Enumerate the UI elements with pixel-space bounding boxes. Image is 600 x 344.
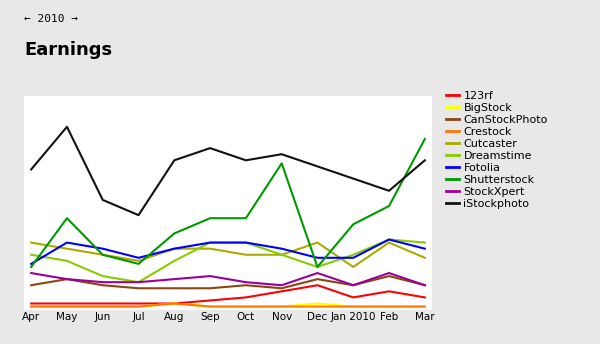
Text: Earnings: Earnings xyxy=(24,41,112,59)
Legend: 123rf, BigStock, CanStockPhoto, Crestock, Cutcaster, Dreamstime, Fotolia, Shutte: 123rf, BigStock, CanStockPhoto, Crestock… xyxy=(446,91,548,209)
Text: ← 2010 →: ← 2010 → xyxy=(24,14,78,24)
